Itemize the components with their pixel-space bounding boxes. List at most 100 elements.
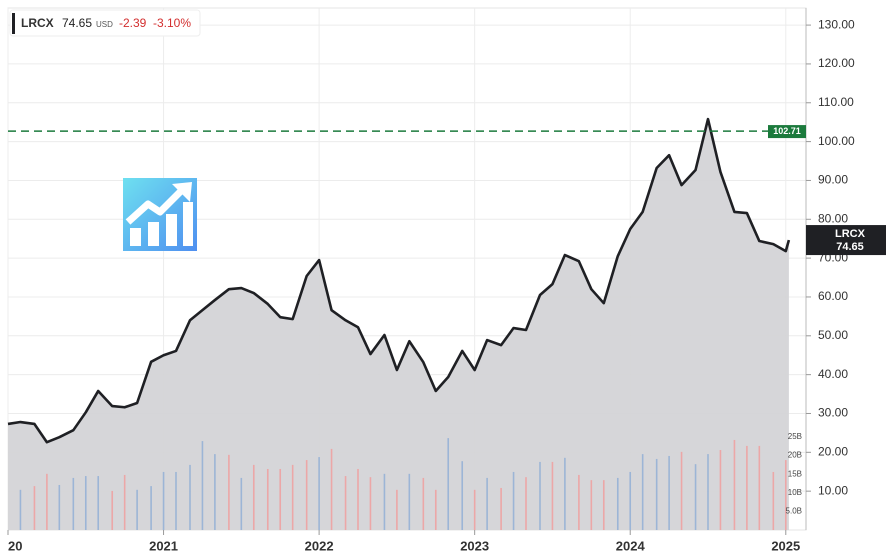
volume-bar [33, 486, 36, 530]
reference-label: 102.71 [773, 126, 801, 136]
volume-bar [512, 471, 515, 530]
volume-tick-label: 5.0B [786, 507, 802, 516]
legend-box [9, 9, 201, 37]
logo-bar [148, 222, 159, 246]
currency: USD [96, 20, 113, 29]
area [8, 119, 789, 531]
volume-bar [668, 455, 670, 530]
y-tick-label: 80.00 [818, 211, 848, 225]
y-tick-label: 10.00 [818, 483, 848, 497]
volume-bar [201, 441, 204, 530]
volume-bar [189, 464, 191, 530]
volume-tick-label: 15B [788, 469, 802, 478]
volume-bar [162, 471, 165, 530]
volume-bar [214, 454, 216, 530]
volume-bar [733, 439, 736, 530]
volume-bar [473, 489, 476, 530]
volume-bar [500, 487, 502, 530]
last-value-tag [806, 225, 886, 256]
volume-bar [279, 468, 282, 530]
volume-bar [616, 477, 619, 530]
volume-tick-label: 10B [788, 488, 802, 497]
volume-bar [58, 484, 61, 530]
y-tick-label: 20.00 [818, 444, 848, 458]
volume-bar [434, 489, 437, 530]
volume-bar [746, 445, 748, 530]
volume-bar [408, 473, 411, 530]
volume-bar [602, 480, 605, 530]
volume-bar [396, 489, 398, 530]
last-value-symbol: LRCX [835, 228, 866, 240]
last-value-label: 74.65 [836, 241, 864, 253]
volume-bar [447, 438, 450, 530]
logo-arrowhead [172, 182, 192, 202]
legend: LRCX 74.65 USD -2.39 -3.10% [9, 9, 201, 37]
marks [7, 117, 791, 531]
volume-tick-label: 20B [788, 451, 802, 460]
logo-bar [130, 228, 141, 246]
volume-bar [46, 473, 48, 530]
price: 74.65 [62, 16, 92, 30]
volume-bar [784, 460, 787, 530]
y-tick-label: 90.00 [818, 173, 848, 187]
volume-bar [150, 486, 152, 530]
x-tick-label: 2023 [460, 538, 489, 553]
volume-bar [680, 451, 683, 530]
volume-bar [175, 471, 177, 530]
volume-bar [72, 477, 75, 530]
volume-bar [123, 474, 126, 530]
volume-bar [655, 458, 658, 530]
volume-bar [539, 461, 541, 530]
volume-bar [97, 476, 100, 530]
volume-bar [344, 476, 347, 530]
volume-bar [772, 471, 775, 530]
volume-bar [707, 454, 709, 530]
change: -2.39 [119, 16, 147, 30]
volume-bar [136, 489, 138, 530]
volume-bar [551, 461, 554, 530]
logo-arrow [125, 187, 185, 225]
y-tick-label: 110.00 [818, 95, 854, 109]
volume-bar [578, 474, 580, 530]
price-line [7, 117, 791, 444]
volume-bar [266, 468, 269, 530]
change-percent: -3.10% [153, 16, 191, 30]
volume-bar [564, 457, 566, 530]
volume-bar [719, 450, 722, 530]
volume-bar [19, 489, 22, 530]
y-tick-label: 50.00 [818, 328, 848, 342]
logo-bar [166, 214, 177, 246]
volume-bar [590, 480, 593, 530]
y-tick-label: 40.00 [818, 367, 848, 381]
volume-bar [629, 471, 632, 530]
y-tick-label: 60.00 [818, 289, 848, 303]
volume-bar [318, 457, 320, 530]
y-tick-label: 100.00 [818, 134, 855, 148]
x-tick-label: 20 [8, 538, 22, 553]
volume-bar [84, 476, 87, 530]
x-tick-label: 2021 [149, 538, 178, 553]
symbol: LRCX [21, 16, 54, 30]
reference-tag [768, 125, 806, 139]
volume-bar [252, 464, 255, 530]
volume-bar [525, 477, 527, 530]
volume-bar [369, 477, 372, 530]
x-tick-label: 2024 [616, 538, 646, 553]
x-tick-label: 2022 [305, 538, 334, 553]
logo [123, 178, 197, 251]
logo-bar [183, 202, 193, 246]
y-tick-label: 130.00 [818, 17, 855, 31]
volume-bar [111, 490, 114, 530]
volume-bar [330, 448, 333, 530]
volume-bar [694, 464, 697, 530]
y-tick-label: 120.00 [818, 56, 855, 70]
volume-bar [461, 461, 464, 530]
volume-bar [641, 454, 644, 530]
volume-bar [383, 473, 386, 530]
volume-bar [240, 477, 243, 530]
x-tick-label: 2025 [771, 538, 800, 553]
volume-bar [486, 477, 488, 530]
volume-bar [422, 477, 425, 530]
volume-bar [305, 460, 308, 530]
volume-bar [758, 445, 761, 530]
